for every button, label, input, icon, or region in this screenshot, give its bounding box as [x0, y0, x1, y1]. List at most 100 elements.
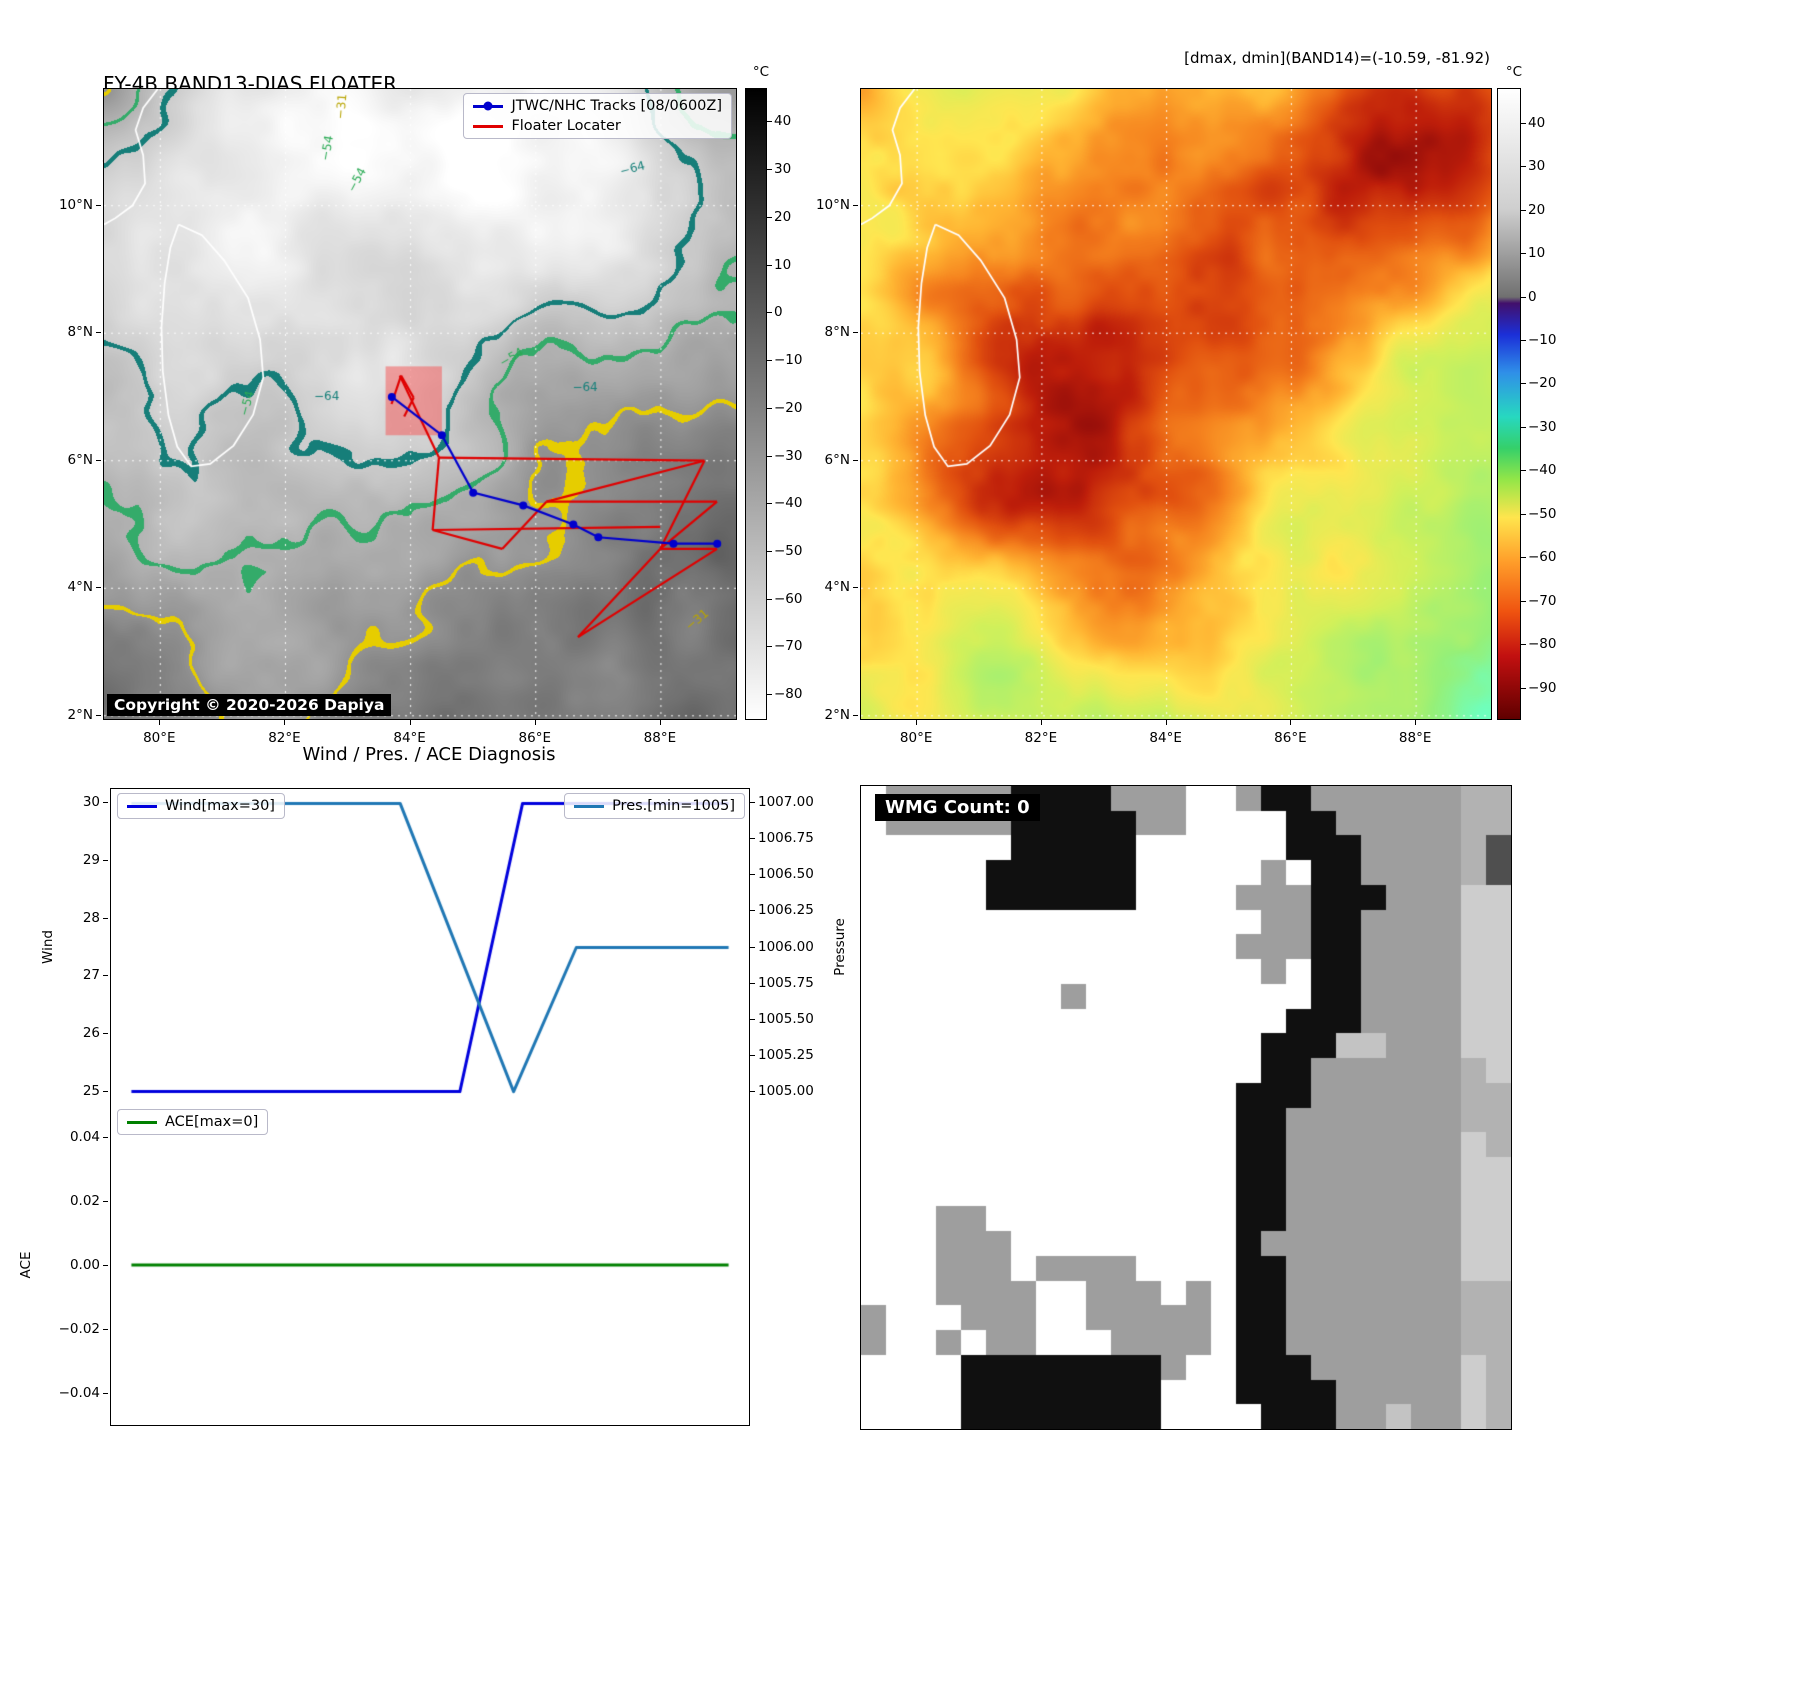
- colorbar-tick-label: 10: [774, 256, 792, 273]
- lat-tick-label: 6°N: [67, 451, 93, 468]
- ace-canvas: [111, 1105, 749, 1425]
- axis-tick-mark: [750, 1054, 755, 1056]
- ir-map-legend: JTWC/NHC Tracks [08/0600Z] Floater Locat…: [463, 93, 732, 139]
- axis-tick-mark: [96, 332, 101, 334]
- axis-tick-mark: [767, 169, 772, 171]
- ace-plot: ACE[max=0]: [110, 1105, 750, 1426]
- track-marker-dot: [483, 101, 493, 111]
- axis-tick-mark: [767, 550, 772, 552]
- lat-tick-label: 4°N: [824, 579, 850, 596]
- colorbar-tick-label: −30: [1528, 418, 1557, 435]
- axis-tick-mark: [853, 714, 858, 716]
- colorbar-tick-label: −50: [774, 542, 803, 559]
- wmg-mask-image: [861, 786, 1511, 1429]
- axis-tick-mark: [1521, 166, 1526, 168]
- legend-item-wind: Wind[max=30]: [127, 798, 275, 814]
- y-tick-label: 0.04: [69, 1129, 100, 1145]
- axis-tick-mark: [103, 1137, 108, 1138]
- ace-legend: ACE[max=0]: [117, 1109, 269, 1135]
- wmg-count-label: WMG Count: 0: [875, 794, 1040, 821]
- colorbar-unit-label: °C: [1505, 64, 1523, 80]
- lon-tick-label: 86°E: [518, 730, 551, 746]
- colorbar-tick-label: 0: [1528, 288, 1537, 305]
- colorbar-tick-label: −40: [1528, 462, 1557, 479]
- lon-tick-label: 82°E: [1024, 730, 1058, 746]
- axis-tick-mark: [96, 714, 101, 716]
- y-tick-label: 1007.00: [758, 794, 814, 811]
- axis-tick-mark: [103, 1393, 108, 1394]
- legend-floater-label: Floater Locater: [511, 118, 621, 134]
- axis-tick-mark: [853, 204, 858, 206]
- lon-tick-label: 88°E: [1398, 730, 1432, 746]
- legend-track-label: JTWC/NHC Tracks [08/0600Z]: [511, 98, 722, 114]
- awv-satellite-image: [861, 89, 1491, 719]
- lon-tick-label: 84°E: [1149, 730, 1182, 746]
- axis-tick-mark: [1521, 470, 1526, 472]
- axis-tick-mark: [1521, 426, 1526, 428]
- axis-tick-mark: [1521, 340, 1526, 341]
- lon-tick-label: 88°E: [643, 730, 677, 746]
- colorbar-tick-label: −50: [1528, 505, 1557, 522]
- axis-tick-mark: [1290, 720, 1292, 725]
- axis-tick-mark: [916, 720, 918, 725]
- colorbar-tick-label: −60: [1528, 549, 1557, 566]
- axis-tick-mark: [767, 694, 772, 696]
- axis-tick-mark: [853, 587, 858, 589]
- y-tick-label: −0.04: [58, 1385, 100, 1401]
- ace-line-swatch: [127, 1120, 157, 1124]
- axis-tick-mark: [103, 1265, 108, 1266]
- colorbar-tick-label: 30: [774, 161, 792, 178]
- ace-axis-label: ACE: [18, 1251, 34, 1279]
- y-tick-label: 1005.00: [758, 1082, 814, 1099]
- axis-tick-mark: [1521, 557, 1526, 559]
- axis-tick-mark: [767, 360, 772, 362]
- axis-tick-mark: [103, 975, 108, 977]
- wind-pressure-canvas: [111, 789, 749, 1106]
- axis-tick-mark: [96, 459, 101, 461]
- legend-ace-label: ACE[max=0]: [165, 1114, 259, 1130]
- legend-wind-label: Wind[max=30]: [165, 798, 275, 814]
- legend-item-pressure: Pres.[min=1005]: [574, 798, 735, 814]
- lon-tick-label: 80°E: [899, 730, 933, 746]
- y-tick-label: 30: [82, 794, 100, 811]
- wind-legend: Wind[max=30]: [117, 793, 285, 819]
- ir-satellite-image: [104, 89, 736, 719]
- y-tick-label: 1006.25: [758, 902, 814, 919]
- ir-satellite-map: JTWC/NHC Tracks [08/0600Z] Floater Locat…: [103, 88, 737, 720]
- wind-line-swatch: [127, 804, 157, 808]
- axis-tick-mark: [750, 910, 755, 912]
- axis-tick-mark: [853, 332, 858, 334]
- axis-tick-mark: [1415, 720, 1417, 725]
- axis-tick-mark: [767, 646, 772, 648]
- y-tick-label: 1006.50: [758, 866, 814, 883]
- colorbar-unit-label: °C: [752, 64, 770, 80]
- colorbar-tick-label: −10: [1528, 332, 1557, 348]
- axis-tick-mark: [103, 917, 108, 919]
- axis-tick-mark: [1521, 296, 1526, 298]
- axis-tick-mark: [767, 121, 772, 123]
- colorbar-tick-label: −80: [774, 686, 803, 703]
- y-tick-label: 28: [82, 909, 100, 926]
- track-line-swatch: [473, 101, 504, 111]
- colorbar-tick-label: −40: [774, 495, 803, 512]
- axis-tick-mark: [1521, 600, 1526, 602]
- axis-tick-mark: [1165, 720, 1167, 725]
- colorbar-tick-label: −20: [774, 399, 803, 416]
- axis-tick-mark: [750, 874, 755, 876]
- axis-tick-mark: [534, 720, 536, 725]
- lon-tick-label: 82°E: [268, 730, 301, 746]
- axis-tick-mark: [767, 455, 772, 457]
- lat-tick-label: 2°N: [824, 706, 850, 723]
- colorbar-tick-label: −20: [1528, 375, 1557, 392]
- axis-tick-mark: [159, 720, 161, 725]
- axis-tick-mark: [750, 1018, 755, 1020]
- y-tick-label: 0.02: [69, 1193, 100, 1209]
- axis-tick-mark: [767, 216, 772, 218]
- axis-tick-mark: [767, 598, 772, 600]
- legend-pressure-label: Pres.[min=1005]: [612, 798, 735, 814]
- axis-tick-mark: [1040, 720, 1042, 725]
- axis-tick-mark: [103, 802, 108, 804]
- axis-tick-mark: [750, 838, 755, 840]
- y-tick-label: 27: [82, 967, 100, 984]
